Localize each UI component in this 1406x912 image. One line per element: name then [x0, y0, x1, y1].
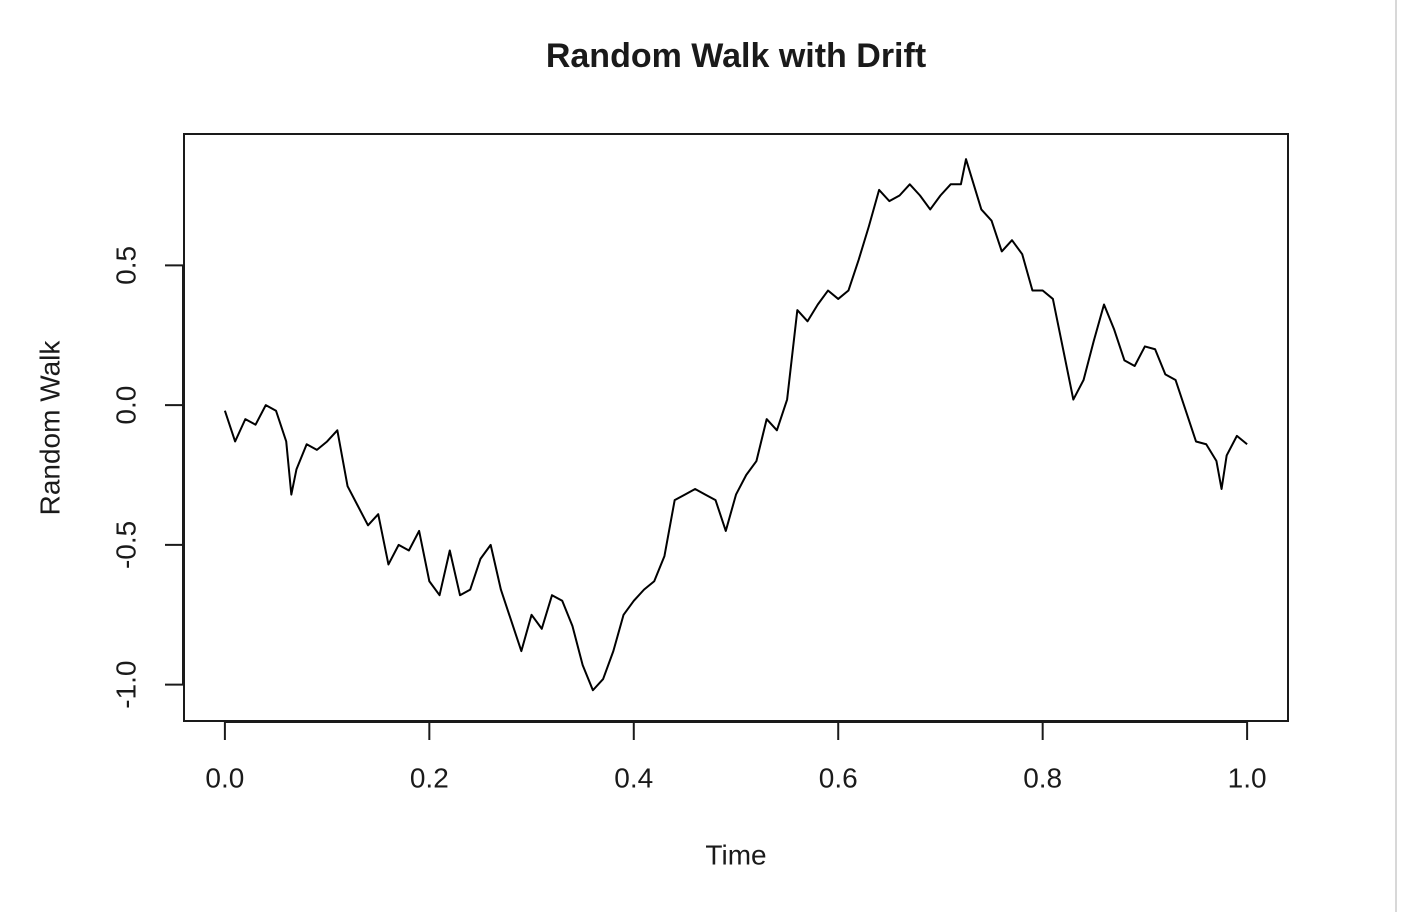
data-line — [223, 158, 1248, 692]
y-tick-label: 0.0 — [110, 386, 141, 425]
y-axis-title: Random Walk — [34, 340, 65, 516]
x-tick-label: 1.0 — [1228, 762, 1267, 793]
x-tick-label: 0.4 — [614, 762, 653, 793]
chart-title: Random Walk with Drift — [546, 37, 926, 75]
x-axis-title: Time — [705, 839, 766, 870]
y-tick-label: -1.0 — [110, 661, 141, 709]
y-tick-label: 0.5 — [110, 246, 141, 285]
x-tick-label: 0.0 — [205, 762, 244, 793]
x-tick-label: 0.2 — [410, 762, 449, 793]
x-tick-label: 0.6 — [819, 762, 858, 793]
y-tick-label: -0.5 — [110, 521, 141, 569]
x-tick-label: 0.8 — [1023, 762, 1062, 793]
